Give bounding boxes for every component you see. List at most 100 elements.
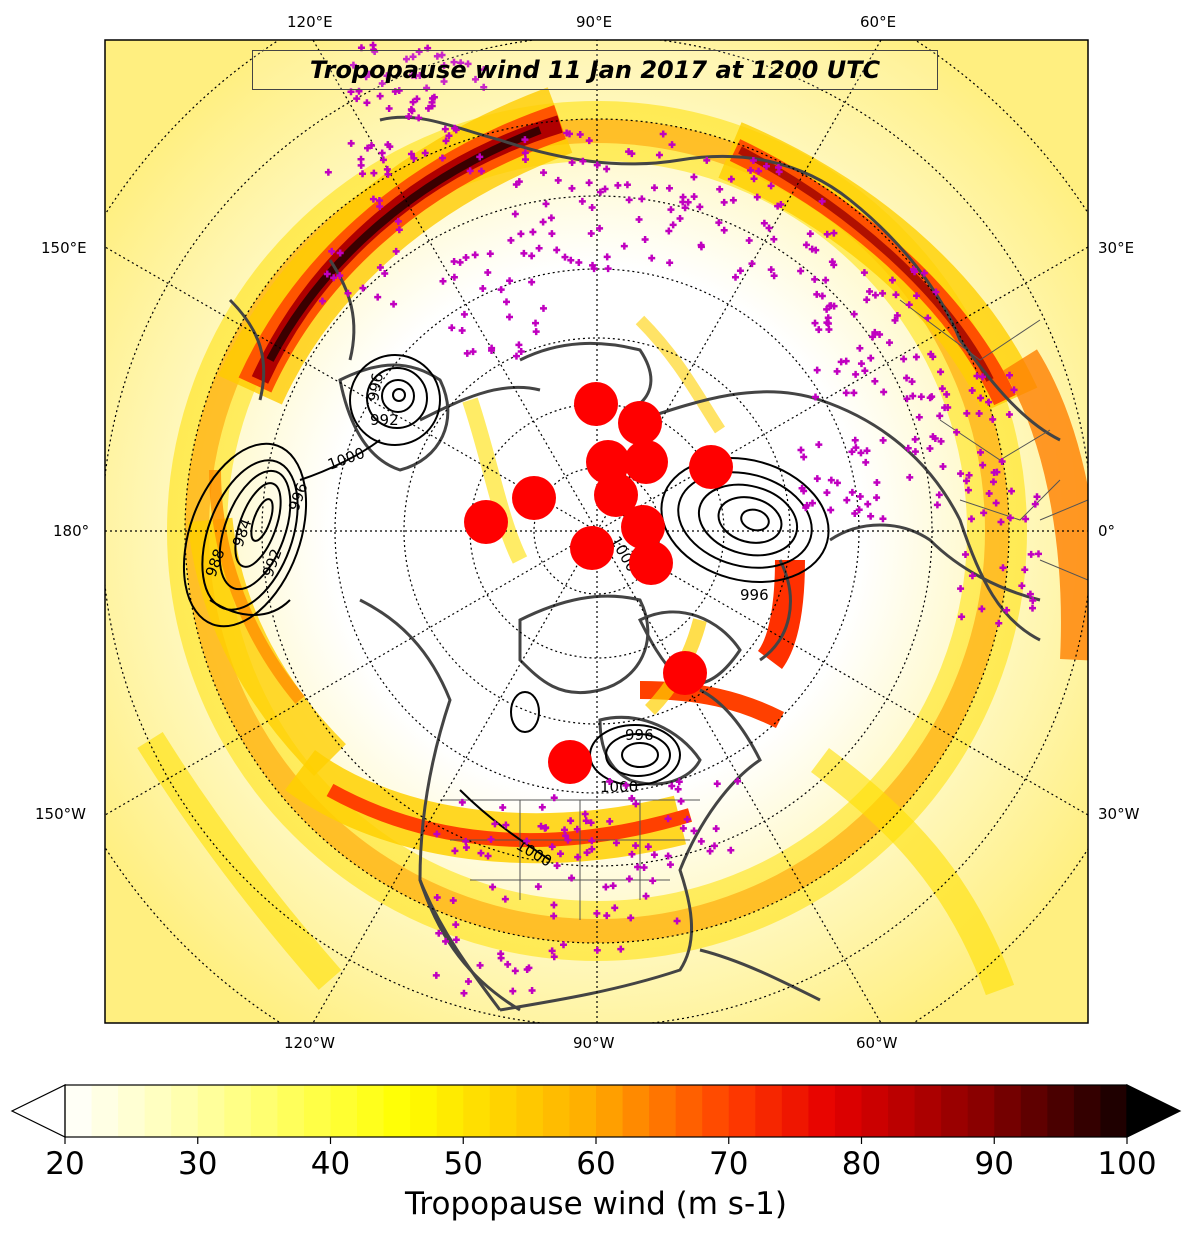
station-marker [932, 288, 940, 296]
station-marker [992, 499, 1000, 507]
station-marker [676, 214, 684, 222]
station-marker [376, 92, 384, 100]
station-marker [920, 269, 928, 277]
station-marker [985, 398, 993, 406]
station-marker [628, 794, 636, 802]
station-marker [585, 137, 593, 145]
station-marker [476, 153, 484, 161]
colorbar-bin [1100, 1085, 1128, 1137]
station-marker [644, 843, 652, 851]
station-marker [852, 444, 860, 452]
station-marker [684, 198, 692, 206]
station-marker [666, 861, 674, 869]
station-marker [587, 819, 595, 827]
station-marker [963, 409, 971, 417]
station-marker [484, 269, 492, 277]
station-marker [538, 803, 546, 811]
station-marker [560, 941, 567, 949]
station-marker [603, 253, 611, 261]
station-marker [903, 395, 911, 403]
station-marker [582, 817, 590, 825]
lon-label-left-150w: 150°W [35, 805, 86, 823]
station-marker [499, 803, 507, 811]
station-marker [885, 339, 893, 347]
station-marker [379, 156, 387, 164]
station-marker [522, 155, 530, 163]
station-marker [989, 415, 997, 423]
station-marker [480, 66, 488, 74]
station-marker [612, 839, 620, 847]
station-marker [713, 780, 721, 788]
station-marker [604, 265, 612, 273]
station-marker [697, 241, 705, 249]
station-marker [968, 386, 976, 394]
colorbar-tick-label: 30 [178, 1146, 218, 1182]
station-marker [603, 165, 611, 173]
station-marker [561, 253, 569, 261]
station-marker [1022, 515, 1030, 523]
colorbar-bin [596, 1085, 624, 1137]
station-marker [826, 302, 834, 310]
station-marker [448, 324, 456, 332]
station-marker [463, 349, 471, 357]
colorbar-tick-label: 50 [443, 1146, 483, 1182]
station-marker [458, 327, 466, 335]
colorbar-tick-label: 80 [841, 1146, 882, 1182]
station-marker [903, 374, 911, 382]
colorbar-bin [224, 1085, 252, 1137]
station-marker [797, 446, 805, 454]
lon-label-left-180: 180° [53, 522, 90, 540]
station-marker [588, 845, 596, 853]
station-marker [413, 95, 421, 103]
station-marker [911, 448, 919, 456]
station-marker [376, 263, 384, 271]
station-marker [876, 331, 884, 339]
station-marker [596, 188, 604, 196]
station-marker [777, 200, 785, 208]
station-marker [893, 311, 901, 319]
station-marker [583, 849, 591, 857]
lon-label-top-90e: 90°E [576, 13, 613, 31]
station-marker [879, 515, 887, 523]
station-marker [529, 228, 537, 236]
station-marker [818, 292, 826, 300]
station-marker [517, 348, 525, 356]
station-marker [958, 613, 966, 621]
station-marker [369, 41, 377, 49]
station-marker [683, 815, 691, 823]
station-marker [376, 203, 384, 211]
station-marker [1008, 487, 1015, 495]
station-marker [542, 200, 550, 208]
station-marker [892, 291, 900, 299]
colorbar-bin [834, 1085, 863, 1137]
station-marker [410, 154, 418, 162]
station-marker [477, 167, 485, 175]
station-marker [813, 290, 821, 298]
colorbar-bin [675, 1085, 703, 1137]
station-marker [462, 837, 470, 845]
station-marker [622, 781, 630, 789]
station-marker [501, 895, 509, 903]
station-marker [800, 453, 808, 461]
station-marker [632, 842, 640, 850]
station-marker [710, 842, 718, 850]
station-marker [596, 224, 604, 232]
colorbar [10, 1084, 1182, 1144]
station-marker [818, 197, 826, 205]
station-marker [433, 52, 441, 60]
station-marker [648, 254, 656, 262]
station-marker [617, 945, 625, 953]
station-marker [928, 393, 936, 401]
map-title: Tropopause wind 11 Jan 2017 at 1200 UTC [252, 50, 938, 90]
station-marker [581, 810, 589, 818]
colorbar-bin [914, 1085, 942, 1137]
station-marker [344, 289, 352, 297]
station-marker [432, 971, 440, 979]
station-marker [696, 203, 704, 211]
station-marker [365, 70, 373, 78]
station-marker [909, 392, 917, 400]
station-marker [451, 124, 459, 132]
station-marker [797, 267, 805, 275]
station-marker [802, 241, 810, 249]
station-marker [908, 378, 916, 386]
